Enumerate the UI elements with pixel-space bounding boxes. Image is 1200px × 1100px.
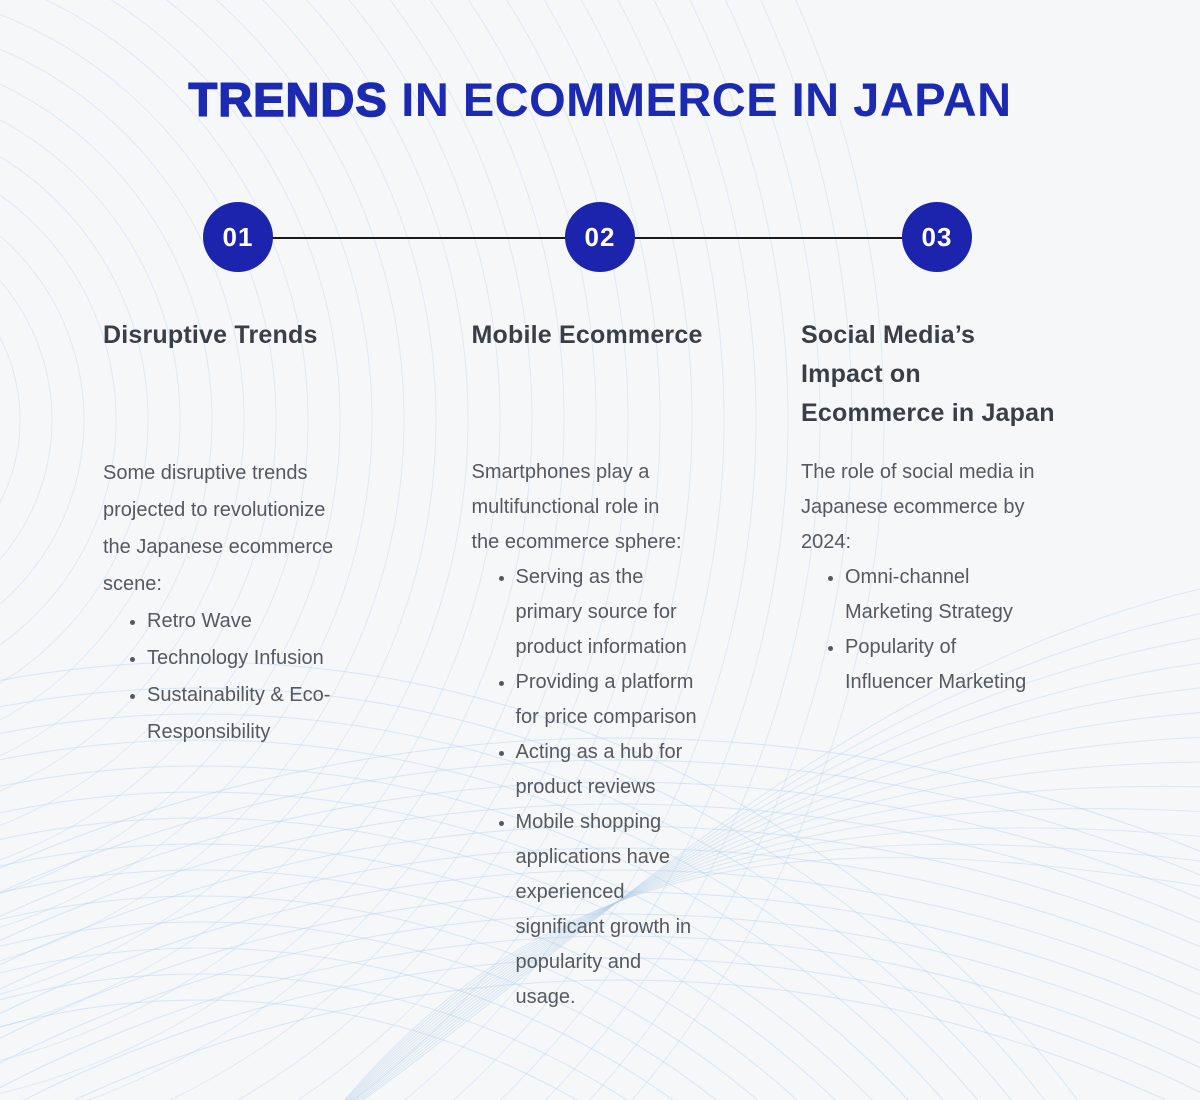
column-intro: The role of social media in Japanese eco… [801, 455, 1093, 560]
text-line: applications have [515, 846, 671, 868]
bullet-list: Retro Wave Technology Infusion Sustainab… [103, 603, 425, 751]
column-disruptive-trends: Disruptive Trends Some disruptive trends… [103, 316, 425, 1015]
text-line: experienced [515, 881, 625, 903]
column-mobile-ecommerce: Mobile Ecommerce Smartphones play a mult… [472, 316, 755, 1015]
text-line: Acting as a hub for [515, 741, 683, 763]
heading-line: Disruptive Trends [103, 321, 318, 349]
text-line: Influencer Marketing [845, 671, 1027, 693]
text-line: Smartphones play a [471, 461, 650, 483]
text-line: Providing a platform [515, 671, 694, 693]
text-line: Popularity of [845, 636, 957, 658]
text-line: Retro Wave [147, 610, 252, 632]
text-line: the Japanese ecommerce [103, 536, 334, 558]
list-item: Retro Wave [147, 603, 425, 640]
title-highlight: TRENDS [188, 73, 388, 126]
text-line: Serving as the [515, 566, 644, 588]
text-line: 2024: [801, 531, 852, 553]
text-line: Sustainability & Eco- [147, 684, 331, 706]
text-line: Some disruptive trends [103, 462, 308, 484]
text-line: product information [515, 636, 687, 658]
text-line: projected to revolutionize [103, 499, 326, 521]
text-line: scene: [103, 573, 162, 595]
column-body: The role of social media in Japanese eco… [801, 455, 1093, 700]
column-heading: Mobile Ecommerce [472, 316, 755, 455]
step-circle-02: 02 [565, 202, 635, 272]
bullet-list: Omni-channel Marketing Strategy Populari… [801, 560, 1093, 700]
text-line: Technology Infusion [147, 647, 324, 669]
step-circle-01: 01 [203, 202, 273, 272]
title-rest: IN ECOMMERCE IN JAPAN [387, 73, 1012, 126]
column-social-media-impact: Social Media’s Impact on Ecommerce in Ja… [801, 316, 1093, 1015]
column-body: Smartphones play a multifunctional role … [472, 455, 755, 1015]
text-line: multifunctional role in [471, 496, 660, 518]
text-line: Marketing Strategy [845, 601, 1013, 623]
heading-line: Social Media’s [801, 321, 976, 349]
column-intro: Some disruptive trends projected to revo… [103, 455, 425, 603]
column-heading: Disruptive Trends [103, 316, 425, 455]
text-line: Mobile shopping [515, 811, 662, 833]
list-item: Popularity of Influencer Marketing [845, 630, 1093, 700]
step-circle-03: 03 [902, 202, 972, 272]
page-title: TRENDS IN ECOMMERCE IN JAPAN [0, 73, 1200, 126]
text-line: usage. [515, 986, 576, 1008]
list-item: Acting as a hub for product reviews [516, 735, 755, 805]
text-line: Japanese ecommerce by [801, 496, 1025, 518]
text-line: for price comparison [515, 706, 697, 728]
columns-container: Disruptive Trends Some disruptive trends… [103, 316, 1093, 1015]
text-line: Omni-channel [845, 566, 970, 588]
heading-line: Ecommerce in Japan [801, 399, 1055, 427]
list-item: Omni-channel Marketing Strategy [845, 560, 1093, 630]
text-line: product reviews [515, 776, 656, 798]
text-line: primary source for [515, 601, 677, 623]
column-body: Some disruptive trends projected to revo… [103, 455, 425, 751]
column-heading: Social Media’s Impact on Ecommerce in Ja… [801, 316, 1093, 455]
heading-line: Impact on [801, 360, 921, 388]
column-intro: Smartphones play a multifunctional role … [472, 455, 755, 560]
list-item: Mobile shopping applications have experi… [516, 805, 755, 1015]
list-item: Technology Infusion [147, 640, 425, 677]
text-line: The role of social media in [801, 461, 1035, 483]
text-line: popularity and [515, 951, 642, 973]
list-item: Providing a platform for price compariso… [516, 665, 755, 735]
heading-line: Mobile Ecommerce [471, 321, 703, 349]
list-item: Serving as the primary source for produc… [516, 560, 755, 665]
text-line: the ecommerce sphere: [471, 531, 682, 553]
text-line: significant growth in [515, 916, 692, 938]
bullet-list: Serving as the primary source for produc… [472, 560, 755, 1015]
list-item: Sustainability & Eco- Responsibility [147, 677, 425, 751]
text-line: Responsibility [147, 721, 271, 743]
